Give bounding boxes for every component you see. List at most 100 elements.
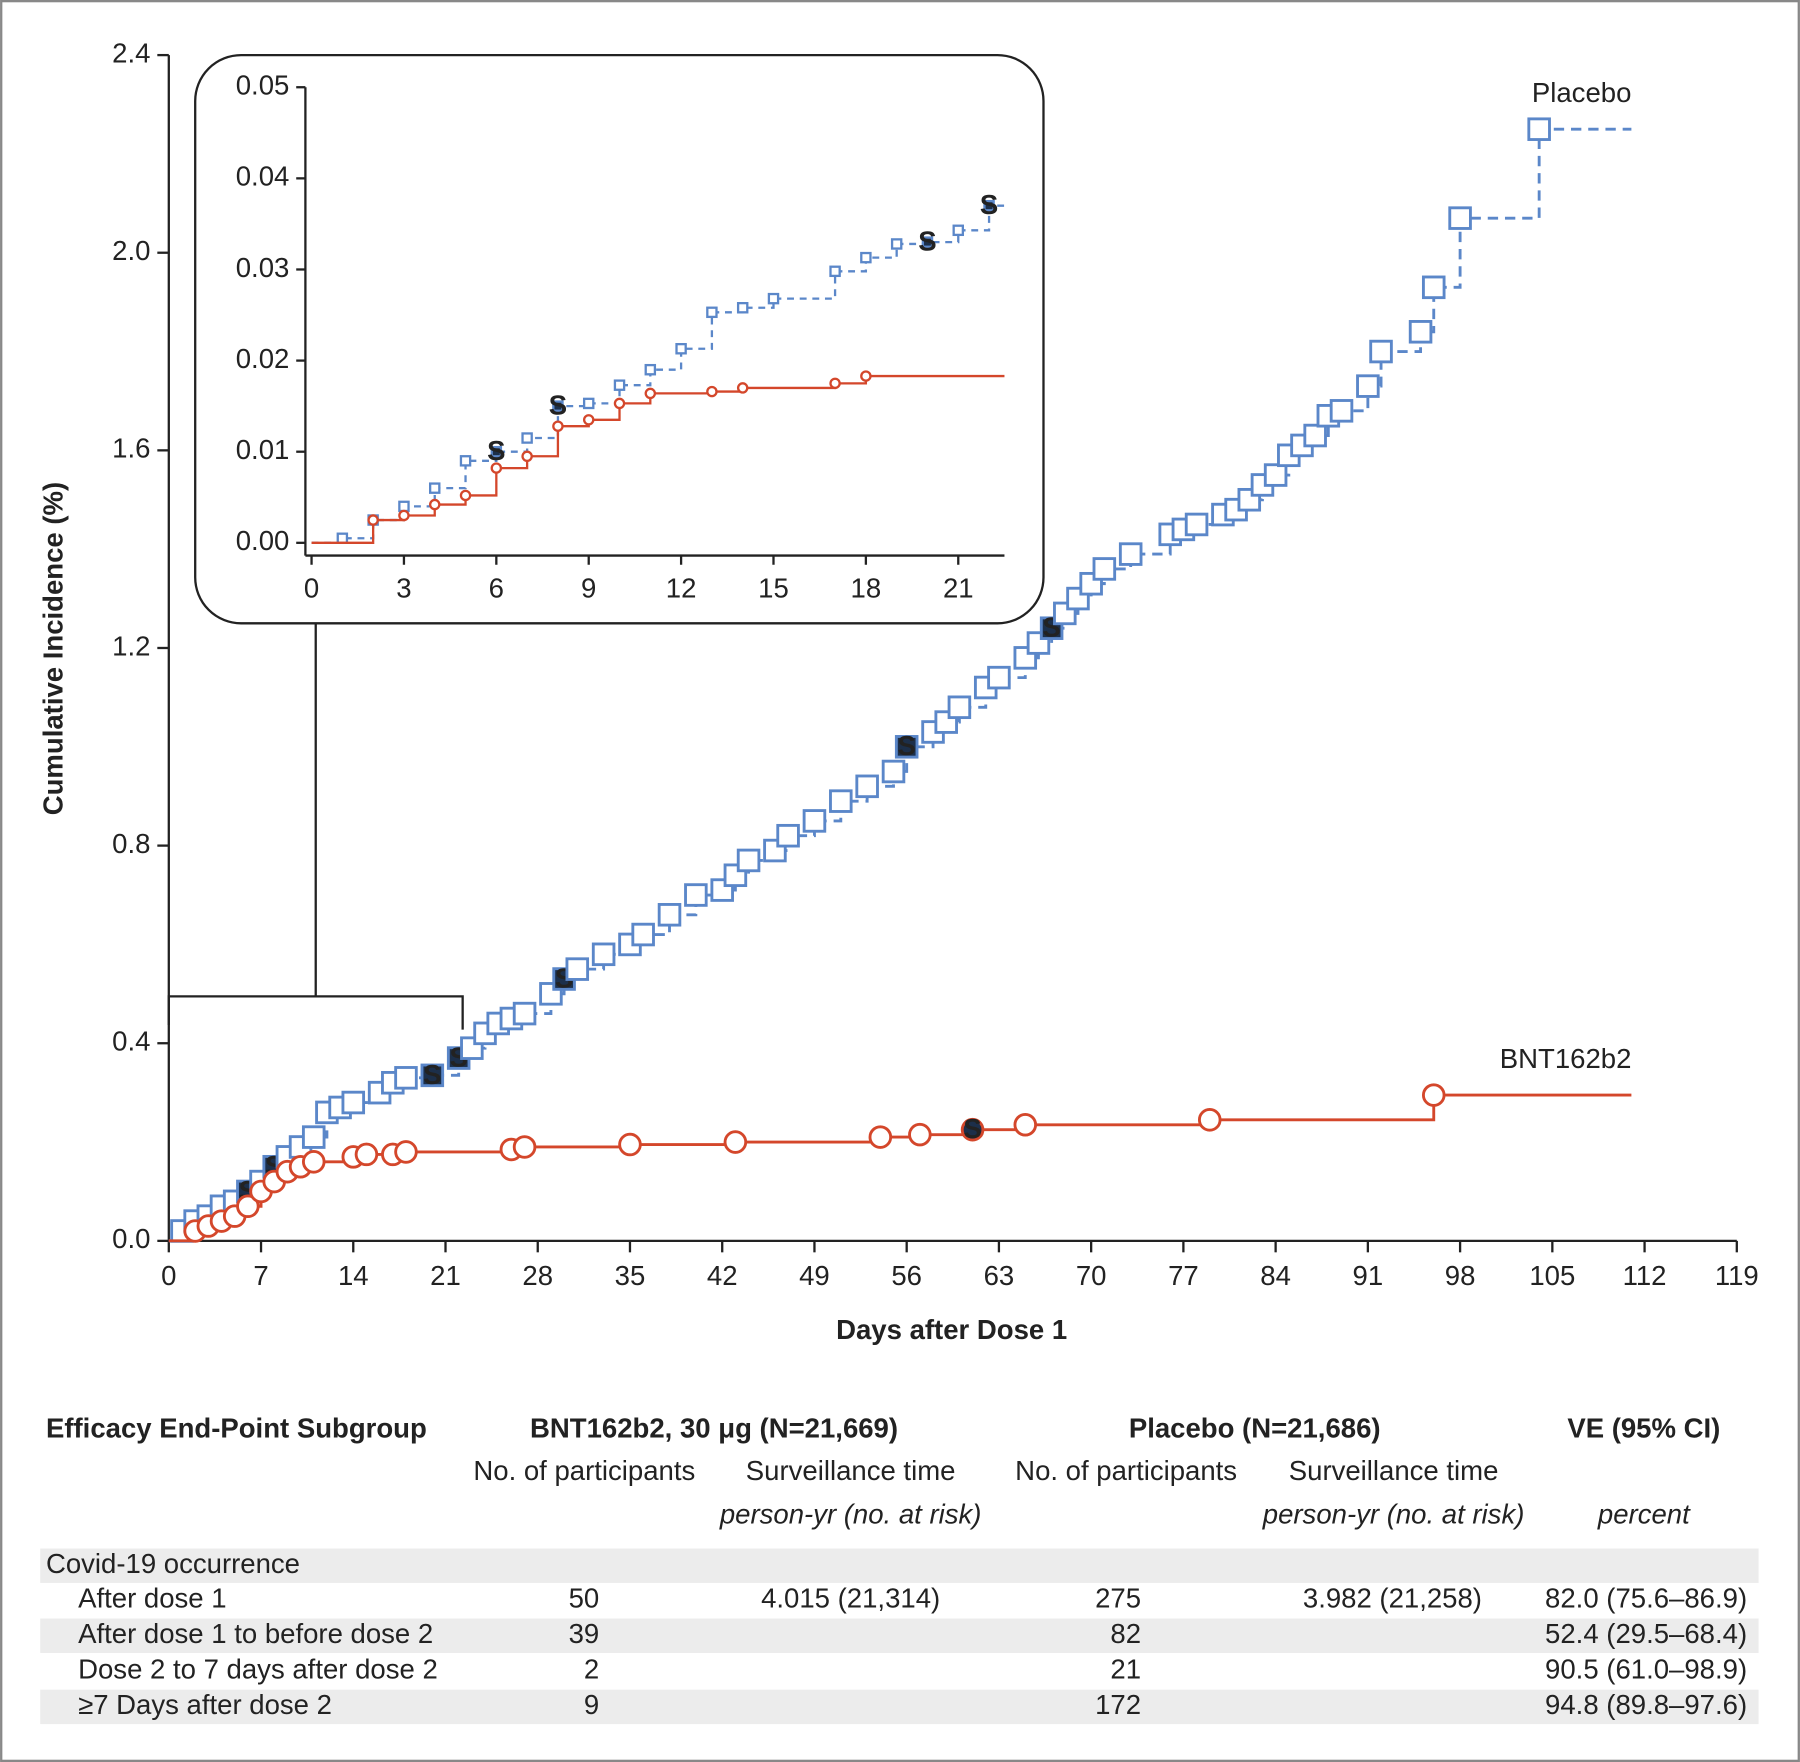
- x-tick-label: 77: [1168, 1260, 1199, 1291]
- marker: [512, 1001, 537, 1026]
- x-tick-label: 70: [1076, 1260, 1107, 1291]
- marker: [552, 400, 564, 412]
- x-tick-label: 0: [304, 572, 319, 603]
- table-cell: 275: [1095, 1582, 1141, 1613]
- table-header: BNT162b2, 30 μg (N=21,669): [530, 1413, 898, 1444]
- table-subheader: No. of participants: [473, 1455, 695, 1486]
- marker: [398, 500, 410, 513]
- marker: [723, 1130, 748, 1154]
- marker: [490, 445, 503, 458]
- y-tick-label: 0.03: [236, 252, 290, 283]
- marker: [1184, 512, 1209, 537]
- x-tick-label: 35: [615, 1260, 646, 1291]
- x-tick-label: 0: [161, 1260, 176, 1291]
- marker: [1263, 463, 1288, 487]
- table-cell: 94.8 (89.8–97.6): [1545, 1689, 1747, 1720]
- marker: [890, 238, 903, 250]
- x-tick-label: 21: [430, 1260, 461, 1291]
- x-tick-label: 6: [489, 572, 504, 603]
- table-section: Covid-19 occurrence: [46, 1548, 300, 1579]
- marker: [398, 509, 410, 522]
- marker: [591, 942, 616, 967]
- row-band: [40, 1618, 1759, 1653]
- marker: [908, 1122, 932, 1147]
- marker: [521, 450, 533, 462]
- marker: [776, 823, 800, 848]
- table-subheader: Surveillance time: [746, 1455, 956, 1486]
- marker-label: S: [963, 1113, 981, 1144]
- x-tick-label: 49: [799, 1260, 830, 1291]
- marker: [1408, 320, 1433, 344]
- marker: [960, 1117, 985, 1142]
- x-tick-label: 21: [943, 572, 974, 603]
- marker: [921, 236, 934, 248]
- table-subheader: No. of participants: [1015, 1455, 1237, 1486]
- marker: [565, 957, 590, 981]
- marker: [855, 774, 879, 799]
- marker: [1118, 542, 1143, 566]
- marker: [736, 302, 749, 314]
- x-tick-label: 14: [338, 1260, 369, 1291]
- marker: [860, 251, 872, 264]
- marker: [341, 1090, 366, 1115]
- marker: [706, 385, 718, 398]
- marker: [394, 1140, 418, 1164]
- y-tick-label: 1.6: [112, 433, 150, 464]
- series-label: BNT162b2: [1500, 1043, 1632, 1074]
- marker: [1421, 1083, 1446, 1107]
- y-tick-label: 1.2: [112, 630, 150, 661]
- table-cell: 2: [584, 1654, 599, 1685]
- marker-label: S: [487, 435, 505, 466]
- marker: [582, 414, 595, 426]
- table-cell: 9: [584, 1689, 599, 1720]
- x-tick-label: 3: [396, 572, 411, 603]
- table-cell: After dose 1: [78, 1582, 226, 1613]
- marker: [1092, 557, 1117, 581]
- marker: [881, 759, 906, 784]
- marker: [829, 377, 841, 390]
- marker: [1421, 275, 1446, 300]
- table-cell: 90.5 (61.0–98.9): [1545, 1654, 1747, 1685]
- marker: [894, 735, 919, 759]
- marker: [354, 1142, 379, 1167]
- marker: [860, 370, 872, 382]
- marker: [613, 397, 626, 410]
- marker: [829, 265, 841, 278]
- table-cell: After dose 1 to before dose 2: [78, 1618, 433, 1649]
- marker: [1013, 1112, 1038, 1137]
- table-cell: 82.0 (75.6–86.9): [1545, 1582, 1747, 1613]
- table-header: Placebo (N=21,686): [1129, 1413, 1381, 1444]
- marker: [613, 379, 626, 391]
- y-tick-label: 2.0: [112, 235, 150, 266]
- marker: [952, 224, 965, 237]
- marker: [1527, 117, 1551, 141]
- marker: [1448, 206, 1472, 230]
- table-subheader: Surveillance time: [1289, 1455, 1499, 1486]
- marker-label: S: [897, 730, 915, 761]
- marker: [1356, 374, 1380, 398]
- x-tick-label: 56: [891, 1260, 922, 1291]
- marker: [301, 1150, 326, 1174]
- marker: [1303, 423, 1327, 448]
- marker-label: S: [549, 390, 567, 421]
- x-tick-label: 15: [758, 572, 789, 603]
- marker: [236, 1194, 260, 1219]
- marker: [706, 306, 718, 319]
- marker: [521, 432, 533, 444]
- table-cell: Dose 2 to 7 days after dose 2: [78, 1654, 438, 1685]
- row-band: [40, 1689, 1759, 1725]
- x-tick-label: 119: [1715, 1260, 1759, 1291]
- x-tick-label: 7: [253, 1260, 268, 1291]
- table-cell: 21: [1110, 1654, 1141, 1685]
- marker: [490, 462, 503, 474]
- x-tick-label: 84: [1260, 1260, 1291, 1291]
- x-tick-label: 63: [984, 1260, 1015, 1291]
- marker: [618, 1132, 642, 1157]
- table-header: VE (95% CI): [1567, 1413, 1720, 1444]
- marker: [428, 498, 441, 511]
- table-cell: 4.015 (21,314): [761, 1582, 940, 1613]
- marker: [829, 789, 853, 813]
- table-header: Efficacy End-Point Subgroup: [46, 1413, 427, 1444]
- y-tick-label: 0.4: [112, 1026, 150, 1057]
- y-tick-label: 0.02: [236, 343, 290, 374]
